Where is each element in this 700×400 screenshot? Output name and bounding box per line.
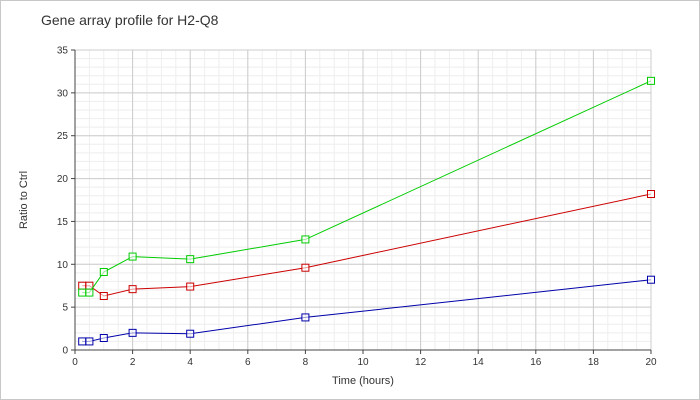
- data-point-marker: [647, 76, 655, 85]
- series-line: [82, 193, 652, 297]
- major-grid: [74, 49, 652, 351]
- data-point-marker: [186, 282, 195, 291]
- y-tick-label: 35: [57, 46, 69, 57]
- data-point-marker: [85, 337, 94, 346]
- x-tick-label: 6: [245, 357, 251, 368]
- x-tick-label: 16: [530, 357, 542, 368]
- data-point-marker: [301, 313, 310, 322]
- series-1: [78, 275, 655, 346]
- data-point-marker: [128, 285, 137, 294]
- data-point-marker: [647, 190, 655, 198]
- data-point-marker: [186, 255, 195, 264]
- x-tick-label: 8: [303, 357, 309, 368]
- x-axis-ticks: 0 2 4 6 8 10 12 14 16 18 20: [72, 350, 657, 368]
- data-point-marker: [99, 268, 108, 276]
- data-point-marker: [99, 292, 108, 300]
- data-point-marker: [186, 329, 195, 338]
- x-tick-label: 20: [645, 357, 657, 368]
- x-tick-label: 14: [473, 357, 485, 368]
- x-tick-label: 0: [72, 357, 78, 368]
- data-point-marker: [99, 334, 108, 342]
- data-point-marker: [647, 275, 655, 284]
- y-tick-label: 15: [57, 217, 69, 228]
- x-tick-label: 12: [415, 357, 427, 368]
- data-point-marker: [85, 288, 94, 297]
- y-tick-label: 5: [62, 303, 68, 314]
- chart-title: Gene array profile for H2-Q8: [41, 12, 219, 28]
- x-tick-label: 10: [357, 357, 369, 368]
- y-tick-label: 20: [57, 174, 69, 185]
- y-tick-label: 30: [57, 88, 69, 99]
- data-point-marker: [128, 328, 137, 337]
- data-point-marker: [301, 263, 310, 272]
- series-layer: [78, 76, 655, 346]
- data-point-marker: [78, 337, 87, 346]
- x-tick-label: 18: [588, 357, 600, 368]
- data-point-marker: [78, 281, 87, 290]
- series-line: [82, 279, 652, 342]
- y-tick-label: 25: [57, 131, 69, 142]
- y-tick-label: 10: [57, 260, 69, 271]
- y-axis-label: Ratio to Ctrl: [18, 171, 30, 229]
- series-3: [78, 76, 655, 297]
- data-point-marker: [85, 281, 94, 290]
- x-tick-label: 4: [187, 357, 193, 368]
- data-point-marker: [78, 288, 87, 297]
- y-tick-label: 0: [62, 346, 68, 357]
- data-point-marker: [128, 252, 137, 261]
- x-tick-label: 2: [130, 357, 136, 368]
- y-axis-ticks: 0 5 10 15 20 25 30 35: [57, 46, 75, 357]
- x-axis-label: Time (hours): [332, 375, 394, 387]
- data-point-marker: [301, 235, 310, 244]
- series-2: [78, 190, 655, 300]
